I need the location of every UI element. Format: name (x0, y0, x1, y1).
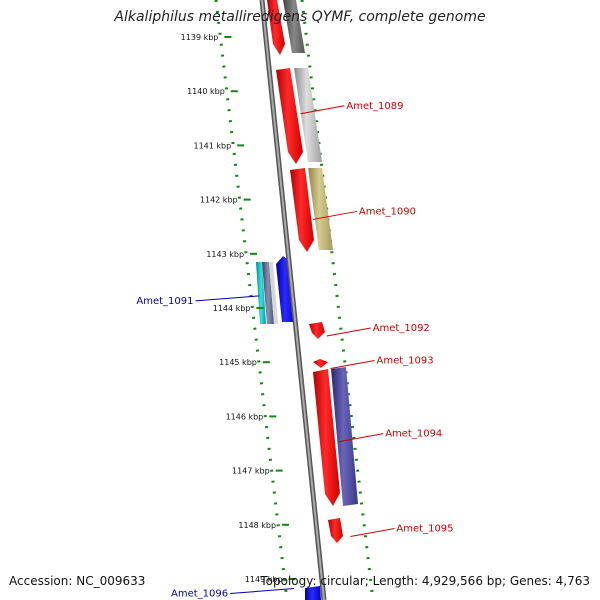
ruler-tick-label: 1140 kbp (187, 87, 225, 96)
gene-arrow (276, 68, 303, 164)
gene-label-leader (350, 528, 395, 538)
gene-label[interactable]: Amet_1096 (171, 589, 228, 600)
gene-arrow (328, 518, 343, 543)
gene-block (283, 0, 305, 53)
ruler-tick-label: 1146 kbp (226, 412, 264, 421)
gene-label-leader (339, 433, 384, 443)
gene-label[interactable]: Amet_1090 (359, 206, 416, 217)
gc-line-left (214, 0, 289, 600)
gene-label-leader (330, 359, 375, 369)
ruler-tick-label: 1142 kbp (200, 196, 238, 205)
gene-block (331, 367, 358, 506)
ruler-tick-label: 1147 kbp (232, 467, 270, 476)
ruler-tick-label: 1141 kbp (194, 141, 232, 150)
gene-label[interactable]: Amet_1091 (136, 296, 193, 307)
ruler-tick-label: 1143 kbp (206, 250, 244, 259)
ruler-tick-label: 1149 kbp (245, 575, 283, 584)
gene-arrow (313, 359, 328, 368)
genome-backbone-highlight (261, 0, 325, 600)
gene-label-leader (312, 210, 357, 220)
gc-line-right (300, 0, 375, 600)
gene-block (305, 586, 321, 600)
gene-label-leader (195, 295, 260, 302)
gene-arrow (313, 369, 340, 506)
gene-block (294, 68, 322, 162)
gene-block (262, 262, 274, 324)
gene-label-leader (326, 327, 371, 337)
gene-arrow (267, 0, 285, 55)
gene-arrow (290, 168, 314, 252)
gene-label-leader (300, 105, 345, 115)
gene-arrow (309, 322, 325, 339)
gene-label[interactable]: Amet_1095 (396, 524, 453, 535)
map-title: Alkaliphilus metalliredigens QYMF, compl… (114, 9, 486, 25)
ruler-tick-label: 1145 kbp (219, 358, 257, 367)
gene-block (256, 262, 266, 324)
gene-block (308, 168, 333, 250)
gene-block (269, 262, 278, 324)
topology-text: Topology: circular; Length: 4,929,566 bp… (260, 574, 590, 588)
gene-label-leader (230, 588, 295, 595)
accession-text: Accession: NC_009633 (9, 574, 146, 588)
gene-label[interactable]: Amet_1092 (373, 323, 430, 334)
gene-label[interactable]: Amet_1093 (377, 355, 434, 366)
gene-label[interactable]: Amet_1094 (385, 429, 442, 440)
ruler-tick-label: 1144 kbp (213, 304, 251, 313)
gene-label[interactable]: Amet_1089 (346, 101, 403, 112)
ruler-tick-label: 1148 kbp (238, 521, 276, 530)
ruler-tick-label: 1139 kbp (181, 33, 219, 42)
